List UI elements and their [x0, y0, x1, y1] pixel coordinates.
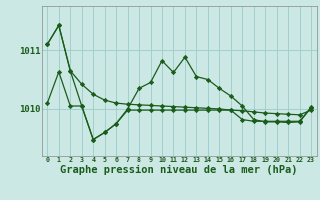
X-axis label: Graphe pression niveau de la mer (hPa): Graphe pression niveau de la mer (hPa): [60, 165, 298, 175]
